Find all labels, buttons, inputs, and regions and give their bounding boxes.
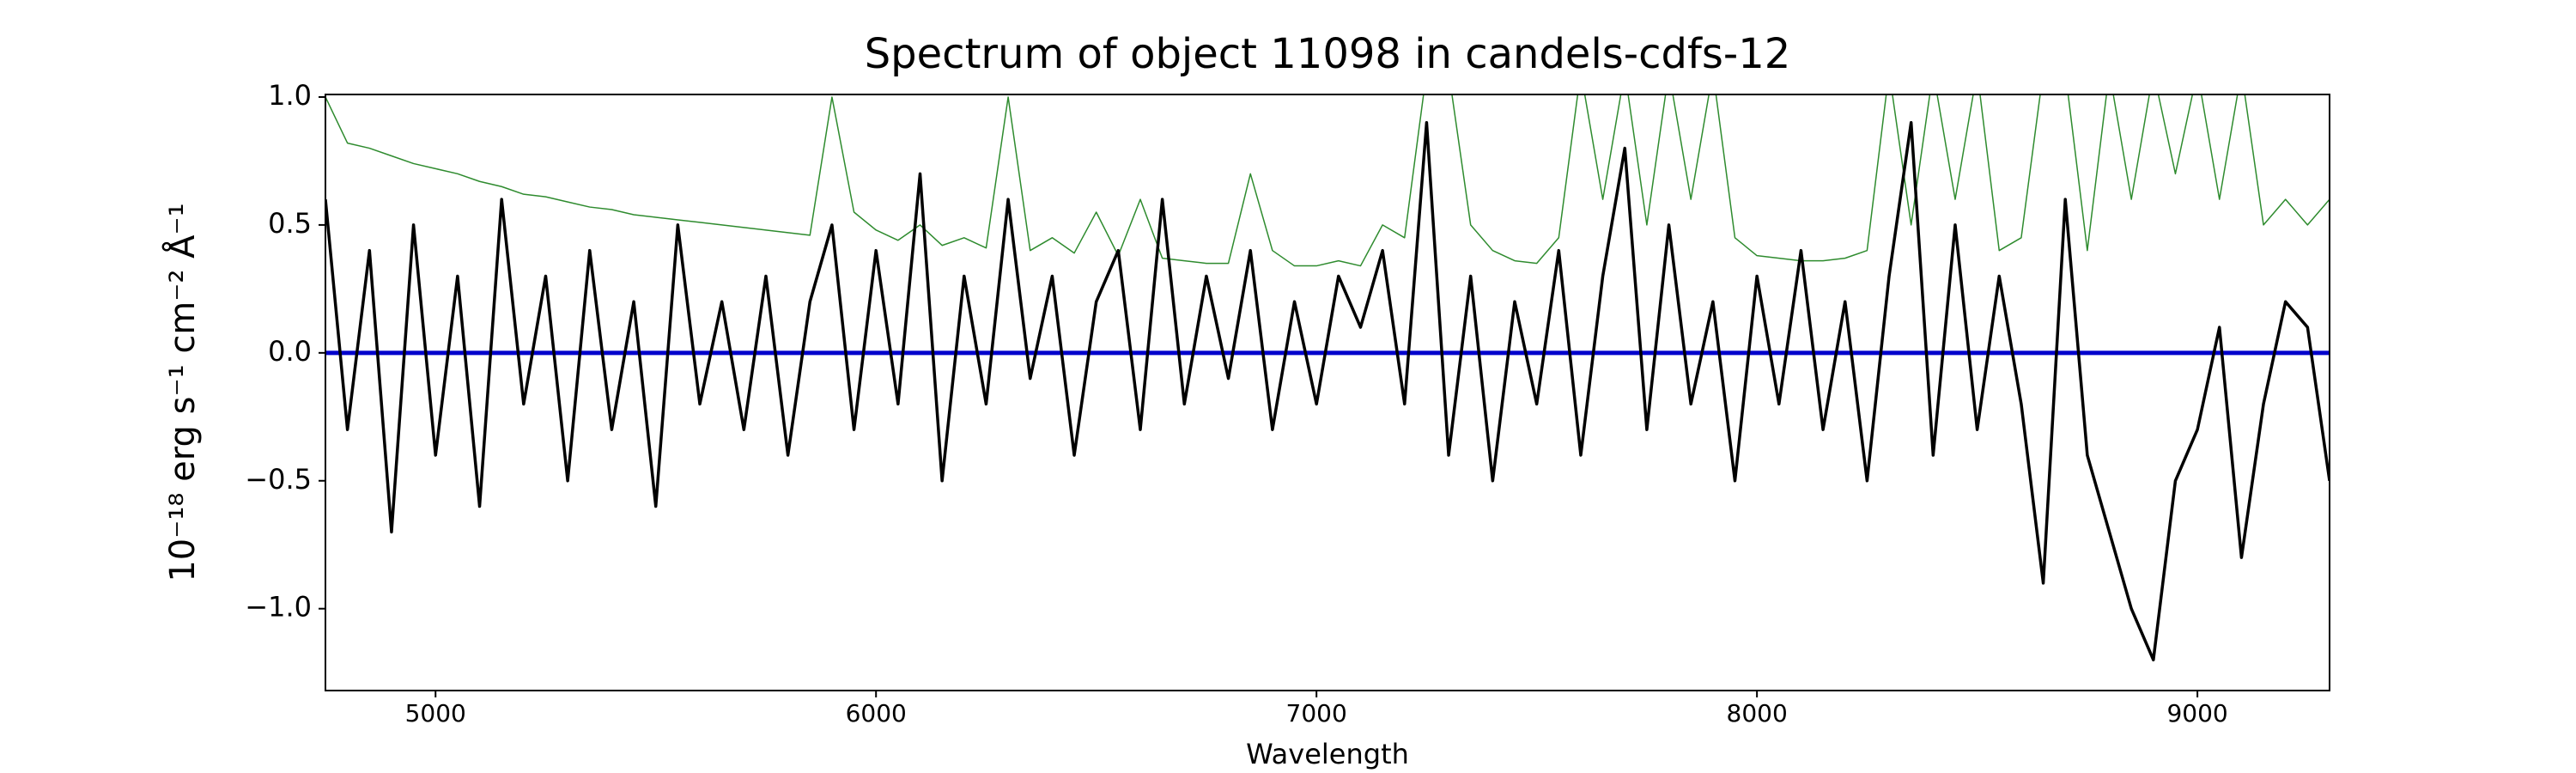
- plot-area: [325, 94, 2330, 662]
- y-tick-label: −0.5: [245, 463, 312, 496]
- x-tick-label: 6000: [846, 699, 907, 727]
- x-tick-label: 8000: [1727, 699, 1788, 727]
- x-tick-label: 9000: [2166, 699, 2227, 727]
- x-tick-label: 5000: [405, 699, 466, 727]
- chart-title: Spectrum of object 11098 in candels-cdfs…: [865, 30, 1791, 78]
- axes-frame: [325, 94, 2330, 691]
- x-tick-label: 7000: [1286, 699, 1347, 727]
- spectrum-line: [325, 94, 2330, 267]
- y-tick-label: 0.0: [268, 335, 312, 368]
- y-tick-label: 1.0: [268, 79, 312, 112]
- x-axis-label: Wavelength: [1246, 738, 1409, 770]
- spectrum-line: [325, 121, 2330, 662]
- y-tick-label: 0.5: [268, 207, 312, 240]
- y-tick-label: −1.0: [245, 591, 312, 624]
- y-axis-label: 10⁻¹⁸ erg s⁻¹ cm⁻² Å⁻¹: [161, 203, 203, 581]
